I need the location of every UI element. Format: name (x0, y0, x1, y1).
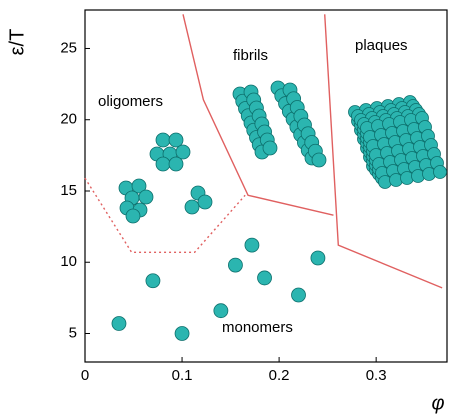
x-tick-label: 0.3 (366, 367, 387, 384)
phase-boundary (85, 178, 245, 252)
sphere (434, 166, 447, 179)
monomer-point (175, 326, 189, 340)
y-tick-label: 15 (60, 182, 77, 199)
annotation: fibrils (233, 47, 268, 64)
annotation: oligomers (98, 93, 163, 110)
y-tick-label: 5 (69, 324, 77, 341)
sphere (169, 133, 183, 147)
x-axis-label: φ (431, 392, 444, 414)
monomer-point (311, 251, 325, 265)
monomer-point (292, 288, 306, 302)
monomer-point (214, 304, 228, 318)
monomer-point (146, 274, 160, 288)
y-axis-label: ε/T (6, 29, 28, 56)
annotation: plaques (355, 37, 408, 54)
y-tick-label: 10 (60, 253, 77, 270)
monomer-point (228, 258, 242, 272)
sphere (185, 200, 199, 214)
aggregates (119, 81, 447, 223)
sphere (263, 141, 277, 155)
annotation: monomers (222, 319, 293, 336)
monomer-point (112, 317, 126, 331)
sphere (156, 157, 170, 171)
sphere (169, 157, 183, 171)
sphere (198, 195, 212, 209)
sphere (312, 153, 326, 167)
x-tick-label: 0.2 (269, 367, 290, 384)
x-tick-label: 0 (81, 367, 89, 384)
monomer-point (245, 238, 259, 252)
y-tick-label: 20 (60, 111, 77, 128)
sphere (126, 209, 140, 223)
sphere (139, 190, 153, 204)
x-tick-label: 0.1 (172, 367, 193, 384)
monomer-point (258, 271, 272, 285)
y-tick-label: 25 (60, 39, 77, 56)
chart: ε/T φ oligomers fibrils plaques monomers… (0, 0, 452, 419)
sphere (156, 133, 170, 147)
sphere (176, 145, 190, 159)
